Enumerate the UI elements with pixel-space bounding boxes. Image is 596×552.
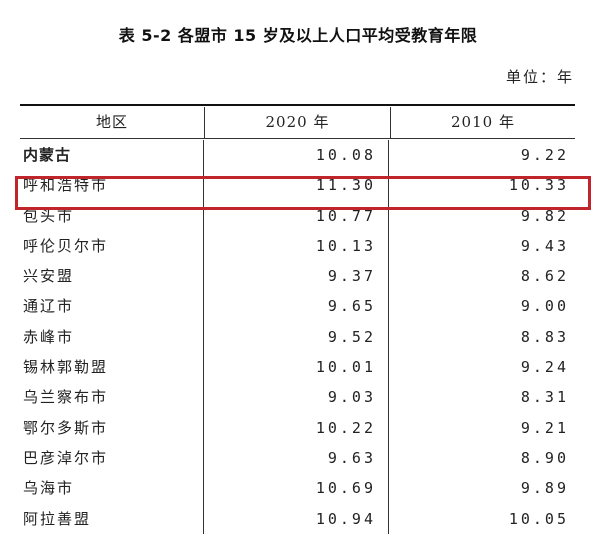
table-row: 通辽市 9.65 9.00 <box>20 291 575 322</box>
value-2010-cell: 9.00 <box>520 297 569 316</box>
table-row: 鄂尔多斯市 10.22 9.21 <box>20 412 575 443</box>
table-body: 内蒙古 10.08 9.22 呼和浩特市 11.30 10.33 包头市 10.… <box>20 140 575 534</box>
header-2010: 2010 年 <box>451 113 515 131</box>
table-header: 地区 2020 年 2010 年 <box>20 107 575 139</box>
region-cell: 鄂尔多斯市 <box>20 412 204 443</box>
region-cell: 通辽市 <box>20 291 204 322</box>
value-2010-cell: 10.05 <box>508 509 569 528</box>
value-2010-cell: 9.22 <box>520 146 569 164</box>
region-cell: 阿拉善盟 <box>20 503 204 534</box>
region-cell: 呼和浩特市 <box>20 170 204 201</box>
region-cell: 赤峰市 <box>20 321 204 353</box>
value-2010-cell: 9.82 <box>520 206 569 225</box>
value-2010-cell: 9.43 <box>520 236 569 255</box>
header-region: 地区 <box>20 107 205 138</box>
value-2010-cell: 8.62 <box>520 267 569 286</box>
region-cell: 锡林郭勒盟 <box>20 352 204 383</box>
value-2010-cell: 8.90 <box>520 448 569 467</box>
table-row: 包头市 10.77 9.82 <box>20 200 575 231</box>
region-cell: 呼伦贝尔市 <box>20 230 204 262</box>
value-2010-cell: 9.89 <box>520 479 569 498</box>
table-row: 阿拉善盟 10.94 10.05 <box>20 503 575 534</box>
region-cell: 乌兰察布市 <box>20 382 204 413</box>
header-2020: 2020 年 <box>205 107 391 138</box>
region-cell: 内蒙古 <box>20 140 204 171</box>
value-2020-cell: 9.65 <box>204 291 389 322</box>
value-2020-cell: 10.69 <box>204 473 389 504</box>
table-row: 赤峰市 9.52 8.83 <box>20 321 575 353</box>
value-2010-cell: 10.33 <box>508 176 569 195</box>
value-2020-cell: 10.08 <box>204 140 389 171</box>
table-row: 呼和浩特市 11.30 10.33 <box>20 170 575 201</box>
region-cell: 包头市 <box>20 200 204 231</box>
value-2020-cell: 10.94 <box>204 503 389 534</box>
value-2020-cell: 9.37 <box>204 261 389 292</box>
top-rule <box>20 104 575 106</box>
table-row: 锡林郭勒盟 10.01 9.24 <box>20 352 575 383</box>
region-cell: 兴安盟 <box>20 261 204 292</box>
table-row: 兴安盟 9.37 8.62 <box>20 261 575 292</box>
region-cell: 乌海市 <box>20 473 204 504</box>
value-2020-cell: 10.01 <box>204 352 389 383</box>
value-2020-cell: 10.13 <box>204 230 389 262</box>
value-2010-cell: 8.31 <box>520 388 569 407</box>
value-2020-cell: 10.77 <box>204 200 389 231</box>
value-2010-cell: 9.24 <box>520 358 569 377</box>
table-title: 表 5-2 各盟市 15 岁及以上人口平均受教育年限 <box>118 26 478 45</box>
unit-label: 单位：年 <box>505 68 574 86</box>
table-row: 内蒙古 10.08 9.22 <box>20 140 575 171</box>
value-2020-cell: 10.22 <box>204 412 389 443</box>
value-2010-cell: 8.83 <box>520 327 569 346</box>
value-2020-cell: 11.30 <box>204 170 389 201</box>
region-cell: 巴彦淖尔市 <box>20 442 204 474</box>
value-2020-cell: 9.52 <box>204 321 389 353</box>
table-row: 巴彦淖尔市 9.63 8.90 <box>20 442 575 474</box>
table-row: 呼伦贝尔市 10.13 9.43 <box>20 230 575 262</box>
table-row: 乌海市 10.69 9.89 <box>20 473 575 504</box>
value-2010-cell: 9.21 <box>520 418 569 437</box>
value-2020-cell: 9.63 <box>204 442 389 474</box>
value-2020-cell: 9.03 <box>204 382 389 413</box>
table-row: 乌兰察布市 9.03 8.31 <box>20 382 575 413</box>
